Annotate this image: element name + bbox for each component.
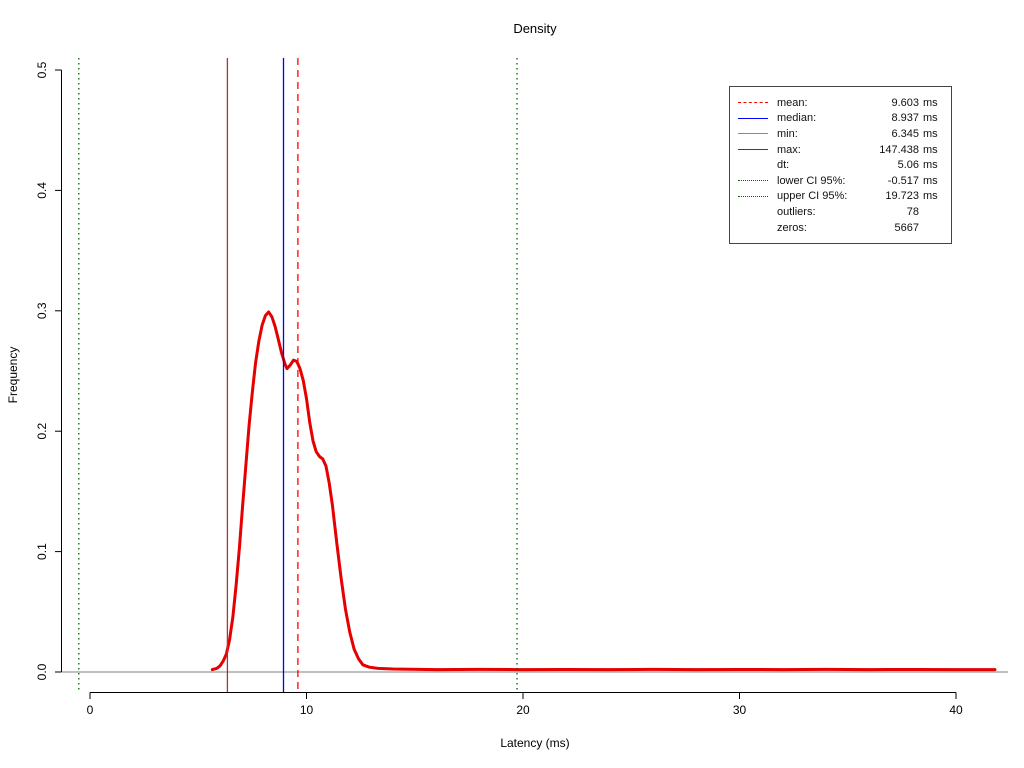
legend-line-sample xyxy=(738,117,768,119)
legend-row: zeros: 5667 xyxy=(738,220,943,236)
legend-line-sample xyxy=(738,195,768,197)
y-tick-label: 0.3 xyxy=(35,302,49,319)
legend-label: mean: xyxy=(777,96,808,109)
legend-value: 78 xyxy=(906,205,919,218)
legend-row: upper CI 95%: 19.723 ms xyxy=(738,189,943,205)
legend-value: 19.723 xyxy=(885,190,919,203)
y-tick-label: 0.4 xyxy=(35,182,49,199)
legend-row: dt: 5.06 ms xyxy=(738,157,943,173)
legend-value: -0.517 xyxy=(887,174,919,187)
x-tick-label: 40 xyxy=(949,703,963,717)
legend-label: min: xyxy=(777,127,798,140)
legend-label: median: xyxy=(777,112,817,125)
y-tick-label: 0.5 xyxy=(35,61,49,78)
density-curve xyxy=(210,310,997,672)
legend-row: lower CI 95%: -0.517 ms xyxy=(738,173,943,189)
y-tick-label: 0.2 xyxy=(35,423,49,440)
x-axis-label: Latency (ms) xyxy=(500,736,569,750)
legend-label: dt: xyxy=(777,159,790,172)
legend-line-sample xyxy=(738,133,768,135)
legend-value: 147.438 xyxy=(879,143,919,156)
legend-value: 5667 xyxy=(894,221,919,234)
x-tick-label: 20 xyxy=(516,703,530,717)
legend-unit: ms xyxy=(923,174,938,187)
legend-label: upper CI 95%: xyxy=(777,190,848,203)
x-tick-label: 30 xyxy=(733,703,747,717)
legend-row: outliers: 78 xyxy=(738,204,943,220)
legend-unit: ms xyxy=(923,190,938,203)
legend-line-sample xyxy=(738,149,768,151)
legend-unit: ms xyxy=(923,96,938,109)
legend-unit: ms xyxy=(923,127,938,140)
legend-unit: ms xyxy=(923,159,938,172)
legend-value: 8.937 xyxy=(891,112,919,125)
legend-label: outliers: xyxy=(777,205,816,218)
y-tick-label: 0.1 xyxy=(35,543,49,560)
legend-row: max: 147.438 ms xyxy=(738,142,943,158)
legend-label: lower CI 95%: xyxy=(777,174,846,187)
legend-box: mean: 9.603 ms median: 8.937 ms min: 6.345 ms max… xyxy=(729,86,952,245)
legend-row: mean: 9.603 ms xyxy=(738,95,943,111)
legend-label: max: xyxy=(777,143,801,156)
legend-label: zeros: xyxy=(777,221,807,234)
legend-row: median: 8.937 ms xyxy=(738,111,943,127)
legend-row: min: 6.345 ms xyxy=(738,126,943,142)
legend-line-sample xyxy=(738,102,768,104)
y-axis-label: Frequency xyxy=(6,347,20,404)
legend-unit: ms xyxy=(923,112,938,125)
legend-value: 5.06 xyxy=(897,159,919,172)
legend-line-sample xyxy=(738,180,768,182)
x-tick-label: 10 xyxy=(300,703,314,717)
y-tick-label: 0.0 xyxy=(35,663,49,680)
chart-title: Density xyxy=(513,21,557,36)
legend-value: 9.603 xyxy=(891,96,919,109)
x-tick-label: 0 xyxy=(87,703,94,717)
legend-value: 6.345 xyxy=(891,127,919,140)
legend-unit: ms xyxy=(923,143,938,156)
